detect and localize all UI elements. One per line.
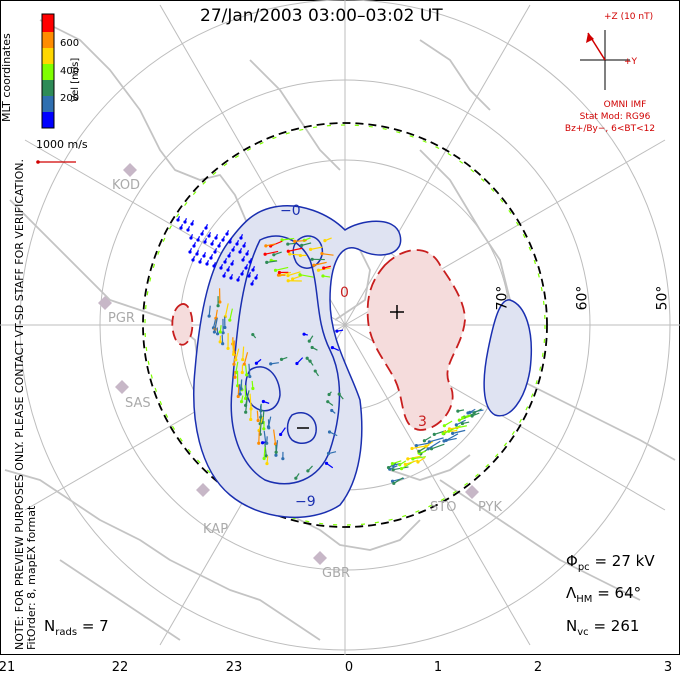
velocity-vector — [264, 447, 265, 458]
velocity-vector — [257, 411, 258, 421]
contour-label-0: 0 — [340, 285, 349, 301]
stat-lambda-hm: ΛHM = 64° — [566, 584, 641, 605]
radar-gbr: GBR — [322, 566, 350, 581]
velocity-colorbar — [42, 14, 54, 128]
mlt-axis: 21 22 23 0 1 2 3 — [0, 660, 680, 674]
imf-y-label: +Y — [624, 57, 637, 67]
lat-label-50: 50° — [654, 286, 670, 311]
stat-n-vc: Nvc = 261 — [566, 617, 639, 638]
note-line-2: FitOrder: 8, mapEX format — [26, 159, 38, 650]
contour-label-minus9: −9 — [295, 494, 316, 510]
colorbar-tick-200: 200 — [60, 93, 79, 104]
mlt-tick-2: 2 — [534, 660, 542, 675]
mlt-tick-0: 0 — [345, 660, 353, 675]
colorbar-tick-400: 400 — [60, 66, 79, 77]
velocity-vector — [462, 422, 469, 424]
mlt-tick-3: 3 — [664, 660, 672, 675]
lambda-value: = 64° — [597, 584, 641, 602]
lambda-symbol: Λ — [566, 584, 576, 602]
velocity-vector — [220, 325, 221, 332]
imf-condition: Bz+/By−, 6<BT<12 — [550, 124, 670, 134]
nvc-value: = 261 — [593, 617, 639, 635]
mlt-tick-23: 23 — [226, 660, 243, 675]
mlt-coordinates-label: MLT coordinates — [0, 33, 13, 122]
contour-label-minus0: −0 — [280, 203, 301, 219]
contour-label-3: 3 — [418, 414, 427, 430]
vector-scale-label: 1000 m/s — [36, 138, 88, 151]
imf-clock — [580, 30, 630, 90]
velocity-vector — [424, 437, 431, 441]
radar-pyk: PYK — [478, 500, 502, 515]
velocity-vector — [241, 379, 242, 388]
mlt-tick-1: 1 — [434, 660, 442, 675]
phi-symbol: Φ — [566, 552, 578, 570]
nrads-value: = 7 — [82, 617, 109, 635]
velocity-vector — [295, 241, 307, 242]
velocity-vector — [429, 438, 443, 442]
mlt-tick-22: 22 — [112, 660, 129, 675]
imf-z-label: +Z (10 nT) — [604, 12, 653, 22]
radar-kap: KAP — [203, 522, 228, 537]
stat-n-rads: Nrads = 7 — [44, 617, 109, 638]
lat-label-60: 60° — [574, 286, 590, 311]
radar-sto: STO — [430, 500, 456, 515]
velocity-vector — [259, 431, 260, 444]
imf-model: Stat Mod: RG96 — [560, 112, 670, 122]
velocity-vector — [252, 381, 253, 389]
velocity-vector — [304, 334, 308, 335]
verification-note: NOTE: FOR PREVIEW PURPOSES ONLY. PLEASE … — [14, 159, 38, 650]
stat-phi-pc: Φpc = 27 kV — [566, 552, 655, 573]
lat-label-70: 70° — [494, 286, 510, 311]
velocity-vector — [288, 243, 295, 244]
radar-sas: SAS — [125, 396, 151, 411]
phi-value: = 27 kV — [594, 552, 654, 570]
nvc-symbol: N — [566, 617, 577, 635]
radar-pgr: PGR — [108, 311, 135, 326]
colorbar-tick-600: 600 — [60, 38, 79, 49]
velocity-vector — [267, 456, 268, 463]
phi-sub: pc — [578, 562, 590, 573]
velocity-vector — [444, 421, 452, 426]
nrads-symbol: N — [44, 617, 55, 635]
nvc-sub: vc — [577, 627, 588, 638]
map-title: 27/Jan/2003 03:00–03:02 UT — [200, 6, 443, 26]
mlt-tick-21: 21 — [0, 660, 15, 675]
radar-kod: KOD — [112, 178, 140, 193]
imf-source: OMNI IMF — [580, 100, 670, 110]
lambda-sub: HM — [576, 594, 592, 605]
velocity-vector — [405, 460, 418, 464]
nrads-sub: rads — [55, 627, 77, 638]
